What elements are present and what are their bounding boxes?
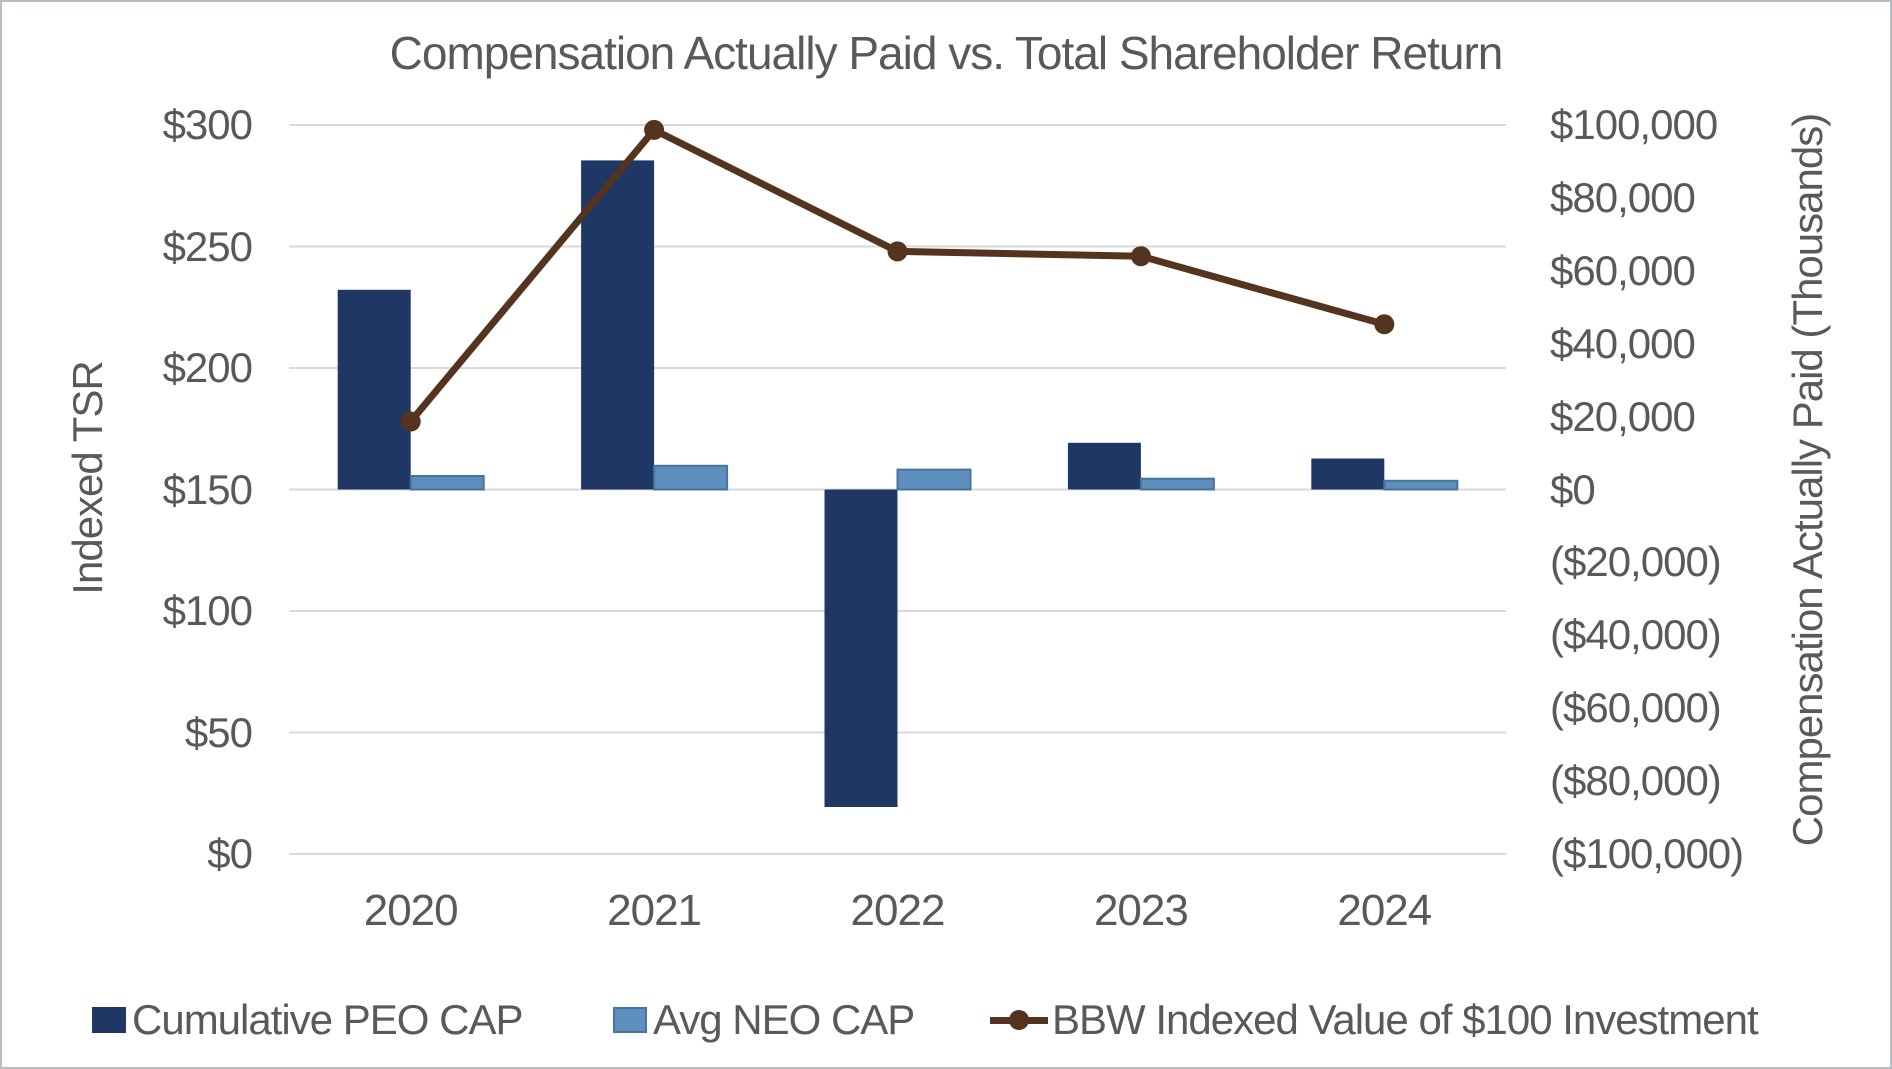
left-axis-tick: $250: [162, 222, 253, 270]
chart-title: Compensation Actually Paid vs. Total Sha…: [389, 27, 1504, 79]
bar-avg-neo-cap-2020: [409, 475, 485, 491]
right-axis-tick: $100,000: [1550, 101, 1718, 148]
line-marker-2024: [1374, 314, 1395, 335]
bar-avg-neo-cap-2021: [653, 464, 729, 491]
bar-cumulative-peo-cap-2022: [824, 489, 898, 807]
right-axis-tick: ($20,000): [1550, 538, 1722, 586]
bar-avg-neo-cap-2023: [1139, 477, 1215, 491]
left-axis-tick: $50: [184, 708, 253, 756]
bar-avg-neo-cap-2024: [1383, 479, 1459, 491]
right-axis-tick: $80,000: [1550, 173, 1696, 221]
bar-cumulative-peo-cap-2023: [1067, 442, 1141, 490]
right-axis-tick: ($100,000): [1550, 830, 1744, 877]
line-bbw-indexed-value-of-100-investment: [407, 126, 1388, 425]
bar-cumulative-peo-cap-2024: [1311, 458, 1385, 490]
bar-cumulative-peo-cap-2021: [581, 160, 655, 490]
legend-dot-icon: [1009, 1010, 1029, 1030]
left-axis-tick: $300: [162, 101, 253, 148]
left-axis-tick: $150: [162, 465, 253, 513]
line-marker-2023: [1130, 246, 1151, 267]
right-axis-tick: ($40,000): [1550, 611, 1722, 659]
legend-item-avg-neo-cap: Avg NEO CAP: [613, 996, 915, 1043]
right-axis-tick: $60,000: [1550, 246, 1696, 294]
line-marker-2021: [644, 119, 665, 140]
right-axis-tick: $20,000: [1550, 392, 1696, 440]
x-axis-label-2023: 2023: [1093, 886, 1189, 935]
legend-label: Cumulative PEO CAP: [132, 996, 523, 1043]
line-marker-2020: [400, 411, 421, 432]
x-axis-label-2022: 2022: [850, 886, 946, 935]
legend-line-marker-icon: [990, 1006, 1048, 1034]
legend-item-bbw-indexed-value-of-100-investment: BBW Indexed Value of $100 Investment: [990, 996, 1759, 1043]
legend-item-cumulative-peo-cap: Cumulative PEO CAP: [92, 996, 523, 1043]
right-axis-tick: ($60,000): [1550, 684, 1722, 732]
legend-label: Avg NEO CAP: [653, 996, 915, 1043]
right-axis-tick: ($80,000): [1550, 757, 1722, 805]
bar-avg-neo-cap-2022: [896, 468, 972, 491]
legend-swatch-icon: [92, 1007, 126, 1033]
right-axis-tick: $0: [1550, 465, 1596, 513]
line-marker-2022: [887, 241, 908, 262]
legend-swatch-icon: [613, 1007, 647, 1033]
legend-label: BBW Indexed Value of $100 Investment: [1052, 996, 1759, 1043]
left-axis-tick: $200: [162, 344, 253, 391]
x-axis-label-2024: 2024: [1337, 886, 1432, 935]
left-axis-tick: $0: [207, 830, 253, 877]
x-axis-label-2020: 2020: [363, 886, 459, 935]
right-axis-tick: $40,000: [1550, 319, 1696, 367]
x-axis-label-2021: 2021: [607, 886, 702, 935]
left-axis-tick: $100: [162, 587, 253, 634]
bar-cumulative-peo-cap-2020: [337, 289, 411, 490]
